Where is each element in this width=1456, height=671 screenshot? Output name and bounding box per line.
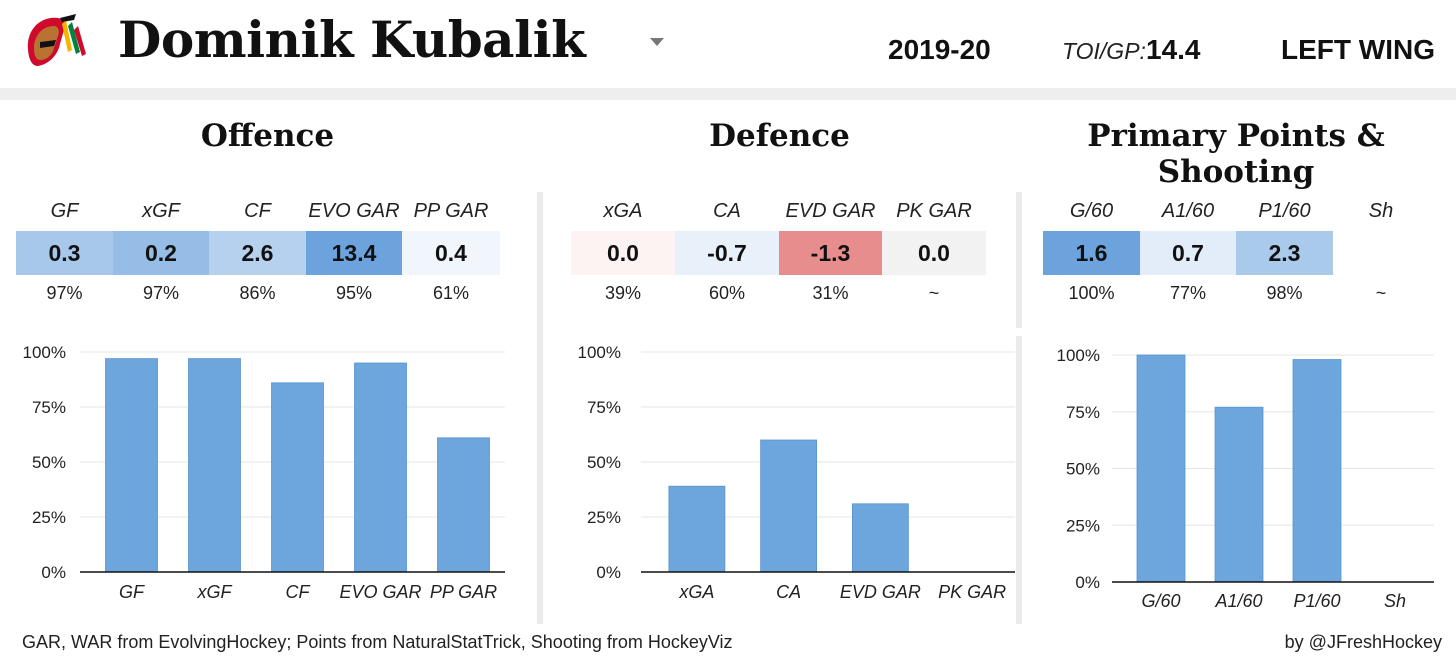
stat-percentile: ~ [1375,283,1387,303]
stat-header: xGF [142,200,180,222]
stat-header: Sh [1368,200,1394,222]
stat-percentile: 97% [46,283,83,303]
stat-header: EVO GAR [308,200,400,222]
stat-value: 0.7 [1140,231,1236,275]
stat-header: PK GAR [896,200,972,222]
stat-percentile: 100% [1068,283,1115,303]
stat-header: G/60 [1069,200,1114,222]
stat-header: EVD GAR [785,200,876,222]
y-tick-label: 25% [1066,516,1100,535]
x-category-label: PP GAR [430,582,497,602]
y-tick-label: 75% [587,398,621,417]
stat-value: 13.4 [306,231,402,275]
stat-value: 2.3 [1236,231,1333,275]
stat-percentile: ~ [928,283,940,303]
bar-gf [105,358,158,573]
section-divider [1016,336,1022,624]
bar-evd-gar [851,503,909,573]
y-tick-label: 25% [587,508,621,527]
stat-header: P1/60 [1258,200,1311,222]
stat-percentile: 86% [239,283,276,303]
offence-bar-chart: 0% 25% 50% 75% 100% GF xGF CF EVO GAR PP GAR [23,343,505,602]
stat-value: 0.2 [113,231,209,275]
x-category-label: xGF [197,582,233,602]
x-category-label: A1/60 [1214,591,1262,611]
y-tick-label: 50% [32,453,66,472]
x-category-label: CF [286,582,311,602]
points-bar-chart: 0% 25% 50% 75% 100% G/60 A1/60 P1/60 Sh [1057,346,1434,611]
bar-g-60 [1136,354,1186,583]
stat-percentile: 98% [1266,283,1303,303]
bar-p1-60 [1292,359,1342,583]
player-name: Dominik Kubalik [118,10,586,69]
stat-header: CA [713,200,741,222]
x-category-label: EVO GAR [339,582,421,602]
bar-xga [668,485,726,573]
stat-percentile: 77% [1169,283,1207,303]
stat-value: 0.3 [16,231,113,275]
team-logo-icon [27,14,86,66]
x-category-label: GF [119,582,145,602]
y-tick-label: 100% [578,343,621,362]
x-category-label: CA [776,582,801,602]
player-position: LEFT WING [1281,34,1435,65]
stat-value: -0.7 [675,231,779,275]
stat-value: -1.3 [779,231,882,275]
stat-header: GF [50,200,79,222]
stat-header: PP GAR [413,200,489,222]
stat-value [1333,231,1429,275]
stat-percentile: 61% [432,283,470,303]
stat-percentile: 95% [335,283,373,303]
y-tick-label: 0% [596,563,621,582]
y-tick-label: 100% [1057,346,1100,365]
x-category-label: P1/60 [1293,591,1340,611]
section-divider [537,192,543,624]
section-divider [1016,192,1022,328]
stat-value: 0.0 [571,231,675,275]
season: 2019-20 [888,34,991,65]
stat-header: A1/60 [1161,200,1215,222]
section-title-offence: Offence [200,118,335,154]
y-tick-label: 50% [587,453,621,472]
header: Dominik Kubalik 2019-20 TOI/GP: 14.4 LEF… [0,0,1456,88]
y-tick-label: 0% [1075,573,1100,592]
y-tick-label: 100% [23,343,66,362]
x-category-label: xGA [678,582,714,602]
bar-evo-gar [354,362,407,573]
stat-value: 1.6 [1043,231,1140,275]
bar-xgf [188,358,241,573]
stat-value: 0.0 [882,231,986,275]
stat-percentile: 31% [812,283,849,303]
stat-header: CF [244,200,271,222]
y-tick-label: 50% [1066,460,1100,479]
section-title-points: Primary Points & Shooting [1087,118,1385,190]
toi-value: 14.4 [1146,34,1201,65]
x-category-label: Sh [1384,591,1406,611]
footer-credit: by @JFreshHockey [1284,632,1442,652]
y-tick-label: 0% [41,563,66,582]
y-tick-label: 25% [32,508,66,527]
footer-sources: GAR, WAR from EvolvingHockey; Points fro… [22,632,733,652]
stat-percentile: 97% [142,283,180,303]
bar-ca [760,439,818,573]
stat-percentile: 39% [604,283,642,303]
section-title-defence: Defence [709,118,850,154]
defence-bar-chart: 0% 25% 50% 75% 100% xGA CA EVD GAR PK GAR [578,343,1015,602]
x-category-label: EVD GAR [840,582,921,602]
stat-value: 2.6 [209,231,306,275]
stat-percentile: 60% [708,283,746,303]
x-category-label: PK GAR [938,582,1006,602]
bar-a1-60 [1214,406,1264,583]
chevron-down-icon[interactable] [650,38,664,46]
stat-header: xGA [603,200,643,222]
header-divider [0,88,1456,100]
bar-cf [271,382,324,573]
stat-value: 0.4 [402,231,500,275]
y-tick-label: 75% [1066,403,1100,422]
y-tick-label: 75% [32,398,66,417]
bar-pp-gar [437,437,490,573]
toi-label: TOI/GP: [1062,38,1146,64]
x-category-label: G/60 [1141,591,1180,611]
